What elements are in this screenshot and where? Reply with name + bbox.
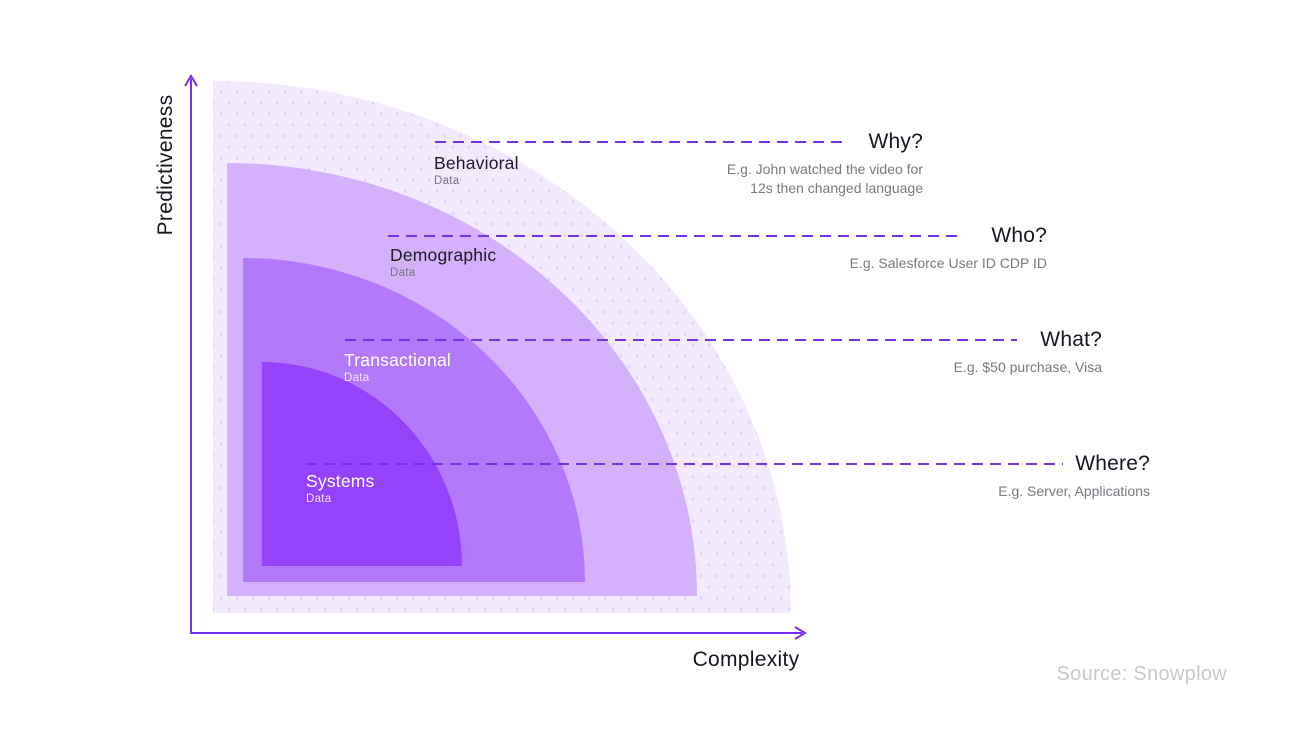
annotation-who: Who? E.g. Salesforce User ID CDP ID (850, 224, 1047, 273)
layer-sublabel: Data (344, 372, 370, 384)
question-who: Who? (991, 224, 1047, 247)
y-axis-line (184, 74, 198, 633)
x-axis-arrow-icon (794, 626, 807, 640)
annotation-why: Why? E.g. John watched the video for 12s… (727, 130, 923, 198)
annotation-what: What? E.g. $50 purchase, Visa (954, 328, 1102, 377)
layer-name: Behavioral (434, 153, 519, 173)
layer-name: Demographic (390, 245, 497, 265)
example-why: E.g. John watched the video for 12s then… (726, 161, 923, 196)
annotation-where: Where? E.g. Server, Applications (998, 452, 1150, 501)
layer-sublabel: Data (434, 175, 460, 187)
dashed-line-who (388, 235, 962, 237)
layer-name: Systems (306, 471, 375, 491)
label-transactional: Transactional Data (344, 350, 451, 384)
layer-sublabel: Data (390, 267, 416, 279)
layer-sublabel: Data (306, 493, 332, 505)
dashed-line-why (435, 141, 848, 143)
x-axis-line (190, 626, 807, 640)
example-who: E.g. Salesforce User ID CDP ID (849, 255, 1047, 271)
y-axis-arrow-icon (184, 74, 198, 87)
example-what: E.g. $50 purchase, Visa (953, 359, 1102, 375)
label-behavioral: Behavioral Data (434, 153, 519, 187)
question-why: Why? (868, 130, 923, 153)
label-systems: Systems Data (306, 471, 375, 505)
y-axis-label: Predictiveness (154, 94, 177, 236)
label-demographic: Demographic Data (390, 245, 496, 279)
layer-name: Transactional (344, 350, 452, 370)
source-credit: Source: Snowplow (1056, 663, 1227, 685)
example-where: E.g. Server, Applications (998, 483, 1150, 499)
x-axis-label: Complexity (692, 648, 800, 671)
question-where: Where? (1075, 452, 1150, 475)
dashed-line-what (345, 339, 1017, 341)
dashed-line-where (306, 463, 1063, 465)
question-what: What? (1040, 328, 1102, 351)
